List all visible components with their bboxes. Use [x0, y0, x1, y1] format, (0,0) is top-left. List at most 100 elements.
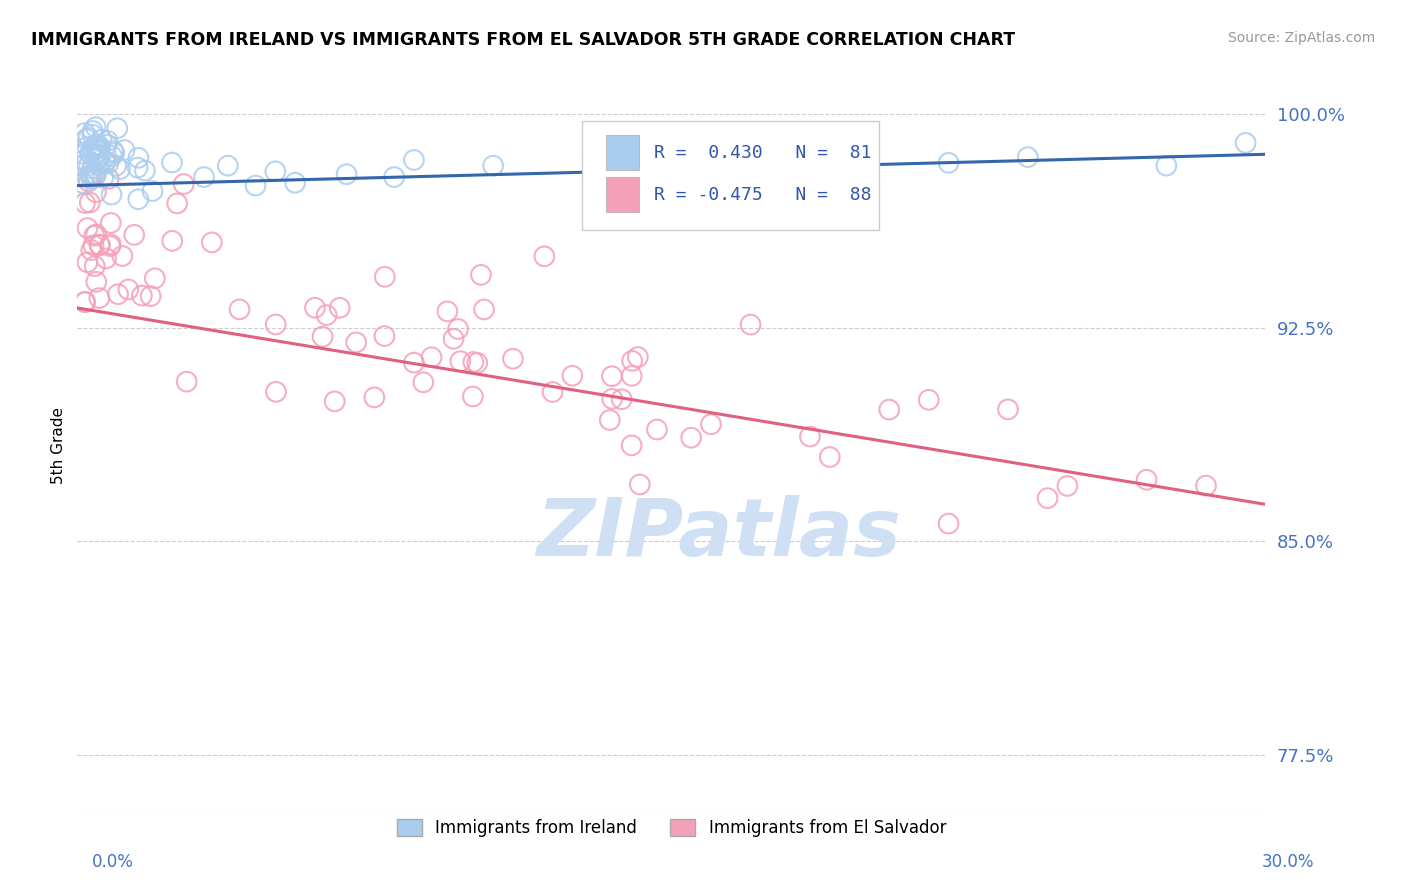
Point: [83, 238, 105, 252]
Point: [541, 384, 564, 399]
Point: [82, 124, 104, 138]
Point: [76, 170, 98, 185]
Point: [127, 192, 149, 206]
Point: [75, 132, 97, 146]
Point: [449, 354, 471, 368]
Bar: [606, 135, 640, 170]
FancyBboxPatch shape: [582, 120, 879, 230]
Point: [83, 169, 105, 183]
Point: [470, 268, 492, 282]
Point: [600, 167, 623, 181]
Point: [420, 350, 443, 364]
Point: [447, 322, 470, 336]
Point: [76, 139, 98, 153]
Text: 0.0%: 0.0%: [91, 853, 134, 871]
Point: [482, 159, 505, 173]
Point: [97, 156, 120, 170]
Point: [84, 147, 107, 161]
Point: [599, 413, 621, 427]
Point: [89, 291, 111, 305]
Point: [374, 269, 396, 284]
Point: [740, 169, 762, 184]
Point: [382, 169, 405, 184]
Point: [94, 154, 117, 169]
Point: [373, 329, 395, 343]
Point: [79, 146, 101, 161]
Point: [621, 354, 644, 368]
Point: [105, 159, 128, 173]
Point: [938, 516, 960, 531]
Point: [96, 137, 118, 152]
Point: [98, 239, 121, 253]
Point: [114, 143, 136, 157]
Point: [80, 169, 103, 183]
Point: [463, 355, 485, 369]
Point: [89, 237, 111, 252]
Point: [1234, 136, 1257, 150]
Point: [108, 162, 131, 177]
Point: [77, 158, 100, 172]
Point: [264, 318, 287, 332]
Point: [1056, 479, 1078, 493]
Point: [84, 227, 107, 242]
Point: [86, 152, 108, 166]
Point: [201, 235, 224, 250]
Point: [620, 368, 643, 383]
Point: [73, 126, 96, 140]
Point: [143, 271, 166, 285]
Point: [938, 156, 960, 170]
Point: [103, 146, 125, 161]
Point: [70, 158, 93, 172]
Point: [76, 221, 98, 235]
Point: [127, 151, 149, 165]
Point: [336, 167, 359, 181]
Point: [77, 174, 100, 188]
Point: [90, 133, 112, 147]
Point: [100, 237, 122, 252]
Point: [264, 164, 287, 178]
Point: [600, 369, 623, 384]
Point: [82, 128, 104, 142]
Point: [80, 243, 103, 257]
Point: [72, 154, 94, 169]
Legend: Immigrants from Ireland, Immigrants from El Salvador: Immigrants from Ireland, Immigrants from…: [389, 812, 953, 844]
Text: 30.0%: 30.0%: [1263, 853, 1315, 871]
Text: Source: ZipAtlas.com: Source: ZipAtlas.com: [1227, 31, 1375, 45]
Point: [311, 329, 333, 343]
Point: [77, 131, 100, 145]
Point: [122, 227, 145, 242]
Point: [997, 402, 1019, 417]
Point: [89, 148, 111, 162]
Point: [838, 161, 860, 176]
Point: [117, 283, 139, 297]
Point: [83, 259, 105, 273]
Point: [105, 121, 128, 136]
Point: [264, 384, 287, 399]
Point: [107, 287, 129, 301]
Point: [83, 228, 105, 243]
Text: ZIPatlas: ZIPatlas: [536, 495, 901, 573]
Y-axis label: 5th Grade: 5th Grade: [51, 408, 66, 484]
Point: [1195, 478, 1218, 492]
Point: [127, 161, 149, 175]
Point: [465, 356, 488, 370]
Point: [73, 295, 96, 310]
Point: [80, 172, 103, 186]
Point: [1156, 159, 1178, 173]
Point: [533, 249, 555, 263]
Point: [79, 147, 101, 161]
Point: [412, 376, 434, 390]
Point: [160, 155, 183, 169]
Point: [284, 176, 307, 190]
Point: [700, 417, 723, 432]
Point: [166, 196, 188, 211]
Point: [89, 238, 111, 252]
Point: [72, 176, 94, 190]
Point: [681, 431, 703, 445]
Point: [83, 139, 105, 153]
Point: [600, 392, 623, 406]
Point: [329, 301, 352, 315]
Point: [461, 389, 484, 403]
Point: [79, 168, 101, 182]
Point: [918, 392, 941, 407]
